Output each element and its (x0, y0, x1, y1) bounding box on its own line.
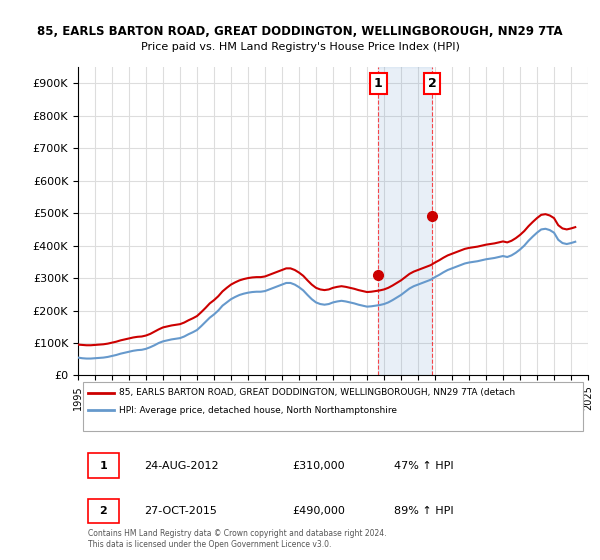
Text: 1: 1 (100, 460, 107, 470)
Text: 47% ↑ HPI: 47% ↑ HPI (394, 460, 454, 470)
Text: 89% ↑ HPI: 89% ↑ HPI (394, 506, 454, 516)
Bar (379, 67, 432, 375)
FancyBboxPatch shape (88, 498, 119, 523)
Text: £310,000: £310,000 (292, 460, 345, 470)
Text: 1: 1 (374, 77, 383, 90)
Text: Contains HM Land Registry data © Crown copyright and database right 2024.
This d: Contains HM Land Registry data © Crown c… (88, 529, 387, 549)
Text: 27-OCT-2015: 27-OCT-2015 (145, 506, 217, 516)
Text: 85, EARLS BARTON ROAD, GREAT DODDINGTON, WELLINGBOROUGH, NN29 7TA: 85, EARLS BARTON ROAD, GREAT DODDINGTON,… (37, 25, 563, 38)
Text: 2: 2 (100, 506, 107, 516)
Text: HPI: Average price, detached house, North Northamptonshire: HPI: Average price, detached house, Nort… (119, 405, 397, 414)
Text: Price paid vs. HM Land Registry's House Price Index (HPI): Price paid vs. HM Land Registry's House … (140, 42, 460, 52)
Text: 2: 2 (428, 77, 436, 90)
Text: £490,000: £490,000 (292, 506, 345, 516)
FancyBboxPatch shape (88, 454, 119, 478)
Text: 85, EARLS BARTON ROAD, GREAT DODDINGTON, WELLINGBOROUGH, NN29 7TA (detach: 85, EARLS BARTON ROAD, GREAT DODDINGTON,… (119, 388, 515, 397)
Text: 24-AUG-2012: 24-AUG-2012 (145, 460, 219, 470)
FancyBboxPatch shape (83, 382, 583, 431)
